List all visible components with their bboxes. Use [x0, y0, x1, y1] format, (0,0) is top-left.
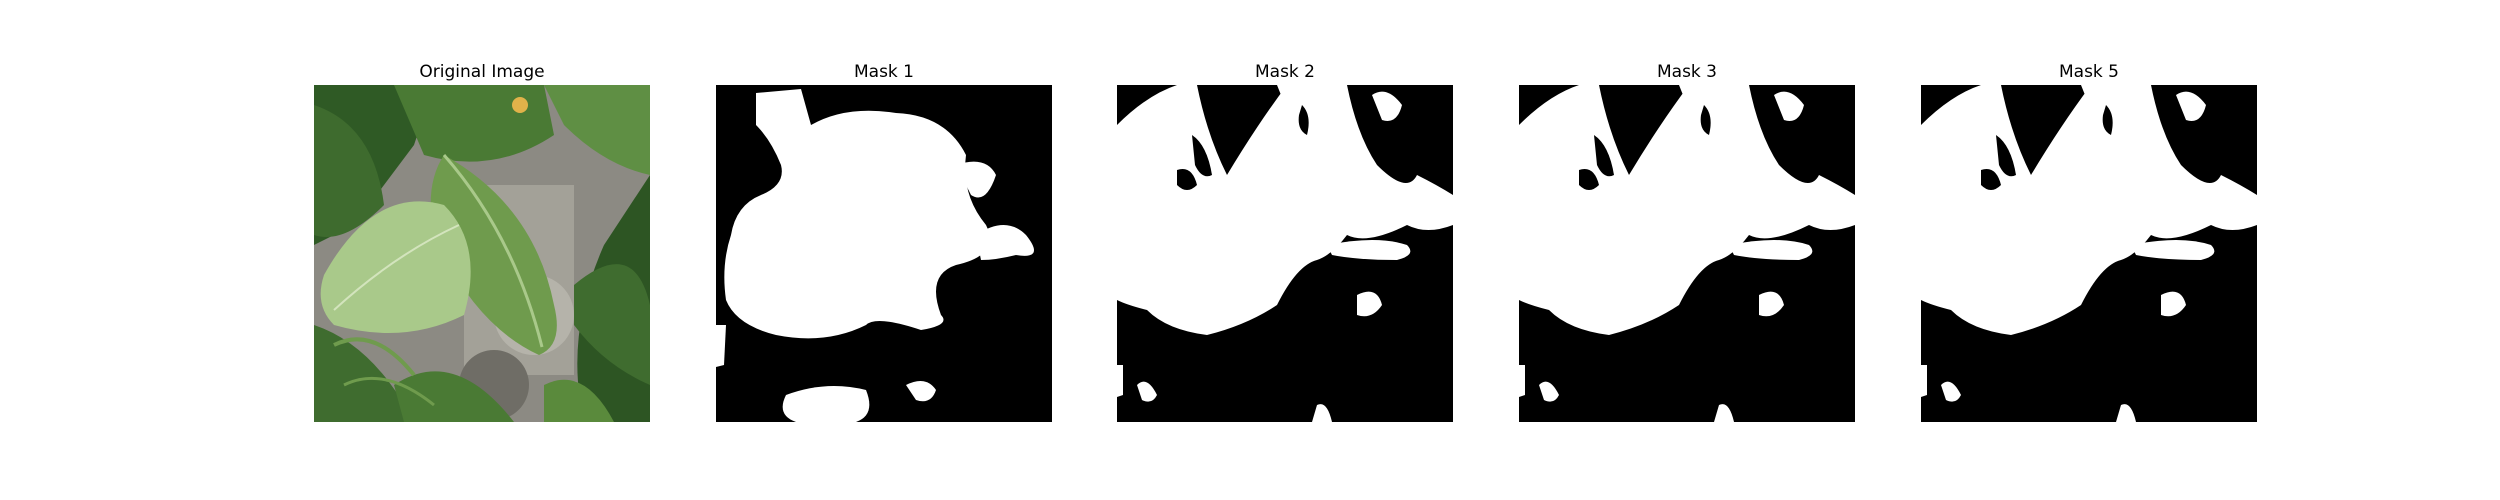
- mask-image: [1921, 85, 2257, 422]
- panel-title: Mask 5: [1921, 60, 2257, 85]
- mask-image: [1519, 85, 1855, 422]
- panel-title: Mask 3: [1519, 60, 1855, 85]
- mask-image: [1117, 85, 1453, 422]
- panel-mask-1: Mask 1: [716, 60, 1052, 422]
- panel-title: Mask 1: [716, 60, 1052, 85]
- panel-mask-2: Mask 2: [1117, 60, 1453, 422]
- panel-mask-3: Mask 3: [1519, 60, 1855, 422]
- original-image: [314, 85, 650, 422]
- panel-original-image: Original Image: [314, 60, 650, 422]
- panel-title: Mask 2: [1117, 60, 1453, 85]
- panel-title: Original Image: [314, 60, 650, 85]
- panel-mask-5: Mask 5: [1921, 60, 2257, 422]
- mask-image: [716, 85, 1052, 422]
